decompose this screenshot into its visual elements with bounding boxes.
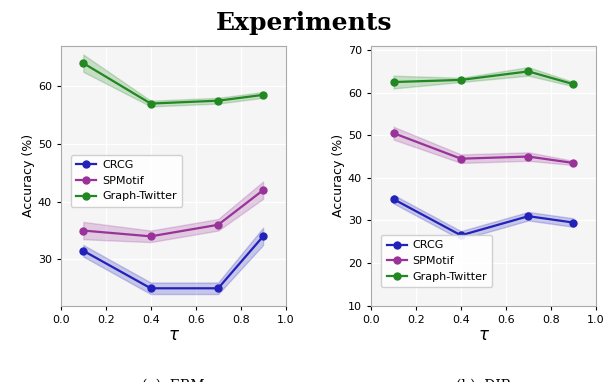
Legend: CRCG, SPMotif, Graph-Twitter: CRCG, SPMotif, Graph-Twitter: [71, 155, 182, 207]
Graph-Twitter: [457, 78, 465, 82]
Line: Graph-Twitter: Graph-Twitter: [390, 68, 577, 87]
CRCG: [147, 286, 154, 291]
Graph-Twitter: [525, 69, 532, 74]
Graph-Twitter: [390, 80, 397, 84]
Graph-Twitter: [260, 92, 267, 97]
CRCG: [215, 286, 222, 291]
SPMotif: [457, 156, 465, 161]
Y-axis label: Accuracy (%): Accuracy (%): [332, 134, 345, 217]
CRCG: [260, 234, 267, 239]
SPMotif: [80, 228, 87, 233]
Line: SPMotif: SPMotif: [390, 129, 577, 167]
CRCG: [390, 197, 397, 201]
Y-axis label: Accuracy (%): Accuracy (%): [22, 134, 35, 217]
SPMotif: [215, 222, 222, 227]
CRCG: [457, 233, 465, 238]
SPMotif: [570, 161, 577, 165]
Line: CRCG: CRCG: [390, 196, 577, 239]
CRCG: [570, 220, 577, 225]
Line: SPMotif: SPMotif: [80, 187, 266, 240]
Legend: CRCG, SPMotif, Graph-Twitter: CRCG, SPMotif, Graph-Twitter: [381, 235, 492, 287]
SPMotif: [260, 188, 267, 193]
SPMotif: [147, 234, 154, 239]
X-axis label: τ: τ: [168, 326, 178, 344]
CRCG: [80, 248, 87, 253]
CRCG: [525, 214, 532, 219]
SPMotif: [390, 131, 397, 136]
Graph-Twitter: [215, 99, 222, 103]
Graph-Twitter: [147, 101, 154, 106]
Graph-Twitter: [570, 82, 577, 86]
X-axis label: τ: τ: [478, 326, 488, 344]
Line: Graph-Twitter: Graph-Twitter: [80, 60, 266, 107]
Text: Experiments: Experiments: [216, 11, 392, 36]
Graph-Twitter: [80, 61, 87, 65]
SPMotif: [525, 154, 532, 159]
Text: (a)  ERM: (a) ERM: [142, 378, 204, 382]
Line: CRCG: CRCG: [80, 233, 266, 292]
Text: (b)  DIR: (b) DIR: [456, 378, 511, 382]
